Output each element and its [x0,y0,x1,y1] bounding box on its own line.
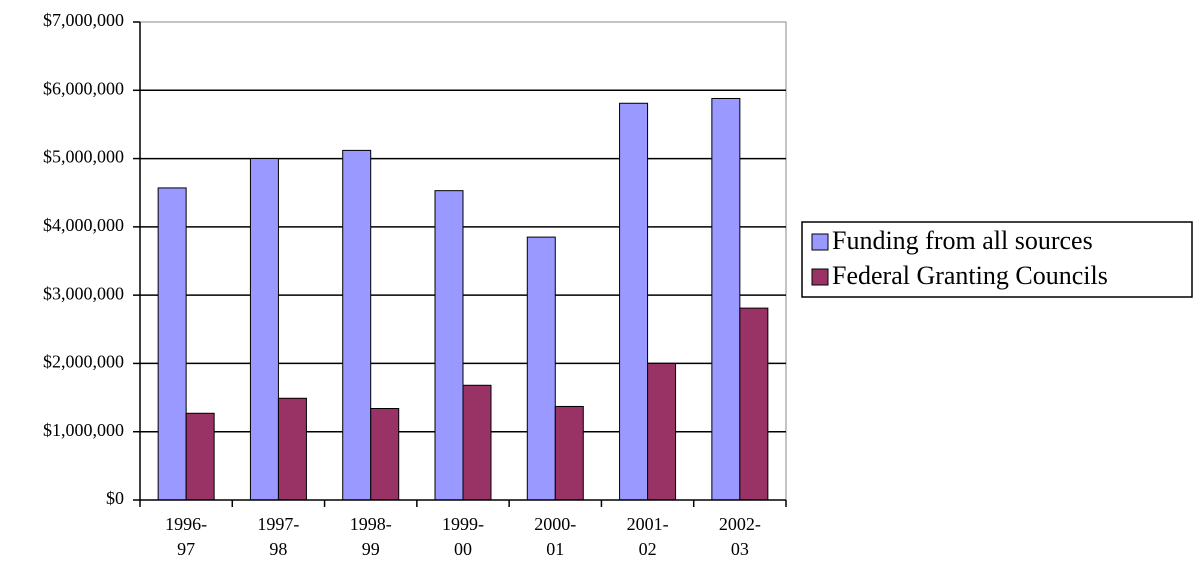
bar [711,97,741,501]
bar [185,412,215,501]
legend-label: Federal Granting Councils [832,261,1108,290]
y-tick-label: $5,000,000 [43,147,124,167]
x-tick-label-box: 1999- 00 [441,514,484,559]
legend-label: Funding from all sources [832,226,1093,255]
y-tick-label: $3,000,000 [43,283,124,303]
bar [739,307,769,501]
x-tick-label: 2000- 01 [534,514,577,559]
x-tick-label: 2001- 02 [626,514,669,559]
bar [526,236,556,501]
y-tick-label: $1,000,000 [43,420,124,440]
y-tick-label: $7,000,000 [43,10,124,30]
legend-swatch [811,233,829,251]
bar [554,405,584,501]
bar [434,190,464,501]
bar [342,149,372,501]
x-tick-label: 1996- 97 [165,514,208,559]
y-tick-label: $6,000,000 [43,78,124,98]
x-tick-label-box: 1996- 97 [165,514,208,559]
x-tick-label-box: 2001- 02 [626,514,669,559]
x-tick-label: 2002- 03 [718,514,761,559]
legend-box [801,221,1193,298]
y-tick-label: $4,000,000 [43,215,124,235]
x-tick-label: 1997- 98 [257,514,300,559]
bar [249,158,279,501]
x-tick-label-box: 2002- 03 [718,514,761,559]
bar [619,102,649,501]
bar [157,187,187,501]
bar [370,407,400,501]
bar [647,362,677,501]
x-tick-label: 1998- 99 [349,514,392,559]
bar [277,397,307,501]
x-tick-label-box: 1998- 99 [349,514,392,559]
x-tick-label-box: 1997- 98 [257,514,300,559]
x-tick-label-box: 2000- 01 [534,514,577,559]
x-tick-label: 1999- 00 [441,514,484,559]
bar [462,384,492,501]
legend-swatch [811,268,829,286]
y-tick-label: $2,000,000 [43,352,124,372]
y-tick-label: $0 [106,488,124,508]
